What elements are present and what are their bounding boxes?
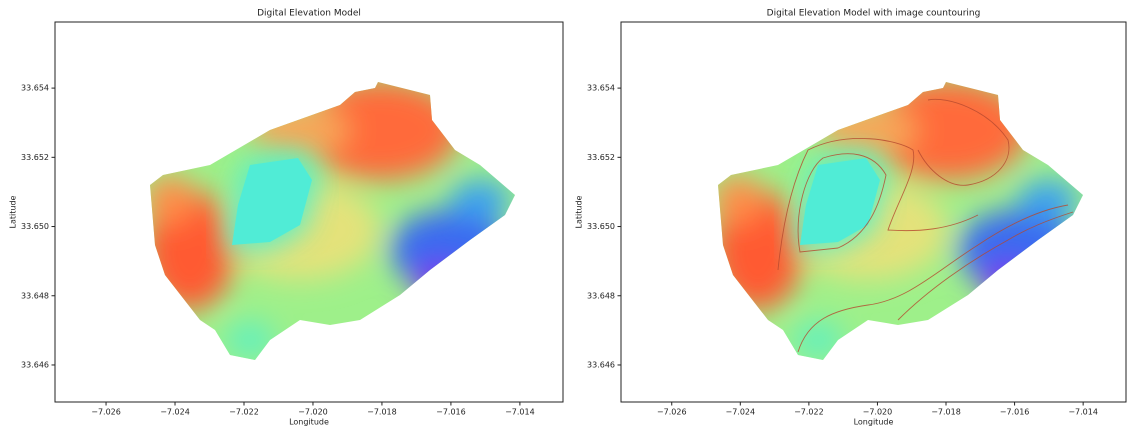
chart-title: Digital Elevation Model with image count…: [767, 9, 981, 19]
elevation-raster: [708, 80, 1098, 370]
y-tick-label: 33.646: [587, 360, 615, 369]
x-tick-label: −7.020: [863, 408, 893, 417]
y-axis-label: Latitude: [9, 195, 18, 228]
y-tick-label: 33.650: [587, 222, 615, 231]
y-tick-label: 33.654: [21, 84, 49, 93]
x-tick-label: −7.018: [367, 408, 397, 417]
axes-frame: [620, 21, 1127, 403]
x-tick-label: −7.018: [931, 408, 961, 417]
x-tick-label: −7.020: [298, 408, 328, 417]
y-tick-label: 33.648: [21, 291, 49, 300]
panel: Digital Elevation Model Longitude Latitude…: [9, 9, 564, 427]
y-tick-label: 33.652: [21, 153, 49, 162]
contour-lines: [777, 98, 1074, 353]
y-axis-label: Latitude: [575, 195, 584, 228]
y-tick-label: 33.654: [587, 84, 615, 93]
x-tick-label: −7.024: [160, 408, 190, 417]
x-tick-label: −7.026: [91, 408, 121, 417]
elevation-raster: [140, 80, 530, 370]
x-tick-label: −7.014: [505, 408, 535, 417]
x-tick-label: −7.016: [1000, 408, 1030, 417]
y-tick-label: 33.650: [21, 222, 49, 231]
x-tick-label: −7.016: [436, 408, 466, 417]
y-tick-label: 33.648: [587, 291, 615, 300]
chart-title: Digital Elevation Model: [257, 9, 361, 19]
x-axis-label: Longitude: [289, 418, 329, 427]
x-tick-label: −7.022: [794, 408, 824, 417]
x-tick-label: −7.022: [229, 408, 259, 417]
y-tick-label: 33.646: [21, 360, 49, 369]
y-tick-label: 33.652: [587, 153, 615, 162]
axes-frame: [54, 21, 564, 403]
x-tick-label: −7.026: [657, 408, 687, 417]
panel: Digital Elevation Model with image count…: [575, 9, 1127, 427]
x-axis-label: Longitude: [854, 418, 894, 427]
x-tick-label: −7.014: [1068, 408, 1098, 417]
x-tick-label: −7.024: [726, 408, 756, 417]
